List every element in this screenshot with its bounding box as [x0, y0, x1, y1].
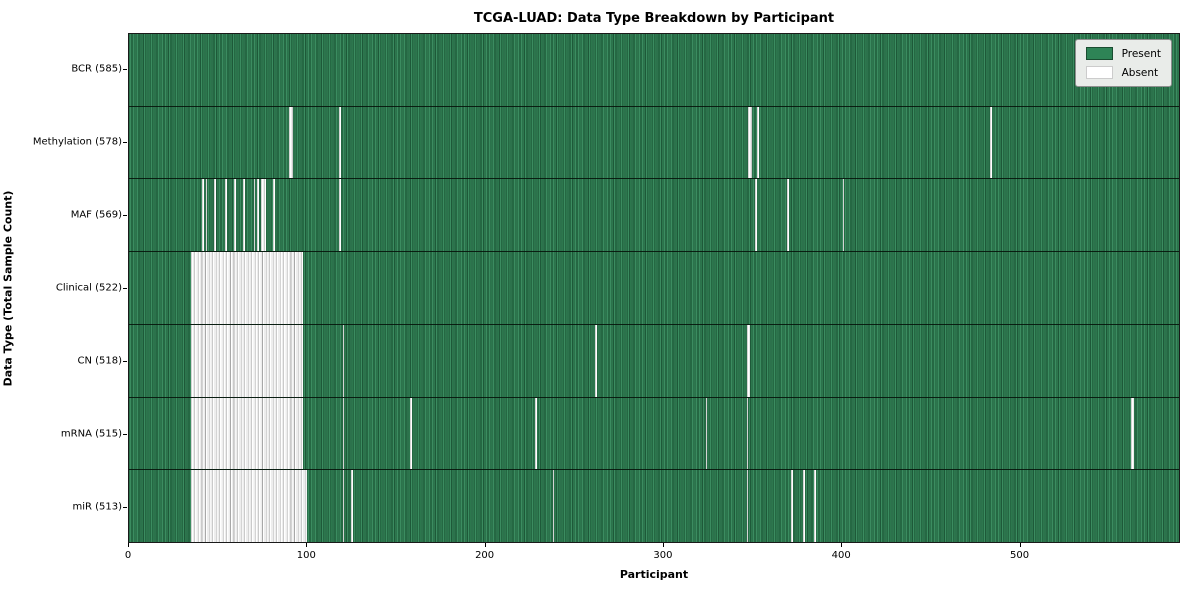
- y-tick-mark: [123, 69, 127, 71]
- absent-segment: [814, 470, 816, 543]
- absent-segment: [234, 179, 236, 252]
- y-tick-label-maf: MAF (569): [70, 209, 122, 221]
- absent-segment: [242, 179, 245, 252]
- heatmap-row-maf: [129, 178, 1179, 252]
- y-tick-label-methylation: Methylation (578): [32, 136, 122, 148]
- chart-title: TCGA-LUAD: Data Type Breakdown by Partic…: [473, 11, 835, 26]
- y-tick-mark: [123, 215, 127, 217]
- absent-segment: [787, 179, 790, 252]
- heatmap-row-cn: [129, 323, 1179, 397]
- legend-item-present: Present: [1085, 47, 1161, 60]
- absent-segment: [705, 397, 708, 470]
- x-tick-mark: [662, 543, 664, 547]
- heatmap-row-mrna: [129, 396, 1179, 470]
- absent-segment: [191, 324, 304, 397]
- absent-segment: [748, 106, 752, 179]
- x-axis-title: Participant: [619, 568, 689, 581]
- legend-item-absent: Absent: [1085, 66, 1161, 79]
- absent-segment: [757, 106, 759, 179]
- absent-segment: [191, 252, 304, 324]
- absent-segment: [342, 397, 345, 470]
- y-tick-label-cn: CN (518): [77, 355, 122, 367]
- legend-swatch-absent: [1085, 66, 1113, 79]
- absent-segment: [191, 470, 307, 543]
- x-tick-label: 400: [831, 550, 851, 561]
- x-tick-label: 500: [1009, 550, 1030, 561]
- x-tick-label: 0: [124, 550, 132, 561]
- absent-segment: [552, 470, 555, 543]
- absent-segment: [201, 179, 204, 252]
- legend-label: Present: [1121, 47, 1161, 60]
- y-tick-label-clinical: Clinical (522): [55, 282, 122, 294]
- absent-segment: [273, 179, 275, 252]
- x-tick-mark: [1019, 543, 1021, 547]
- x-tick-mark: [128, 543, 129, 547]
- heatmap-row-bcr: [129, 34, 1179, 106]
- y-tick-mark: [123, 506, 127, 508]
- absent-segment: [534, 397, 537, 470]
- heatmap-row-mir: [129, 469, 1179, 543]
- absent-segment: [990, 106, 993, 179]
- absent-segment: [351, 470, 354, 543]
- y-axis-title: Data Type (Total Sample Count): [1, 190, 15, 387]
- x-tick-mark: [841, 543, 843, 547]
- absent-segment: [342, 324, 345, 397]
- absent-segment: [205, 179, 208, 252]
- absent-segment: [257, 179, 259, 252]
- legend-label: Absent: [1121, 66, 1159, 79]
- absent-segment: [746, 397, 749, 470]
- y-tick-label-mrna: mRNA (515): [60, 428, 122, 440]
- y-tick-mark: [123, 142, 127, 144]
- heatmap-row-clinical: [129, 251, 1179, 324]
- absent-segment: [410, 397, 412, 470]
- legend-swatch-present: [1085, 47, 1113, 60]
- x-tick-label: 300: [653, 550, 673, 561]
- absent-segment: [225, 179, 227, 252]
- absent-segment: [214, 179, 217, 252]
- absent-segment: [791, 470, 793, 543]
- absent-segment: [755, 179, 758, 252]
- y-tick-mark: [123, 288, 127, 289]
- x-tick-label: 100: [296, 550, 316, 561]
- absent-segment: [746, 470, 749, 543]
- x-tick-mark: [484, 543, 486, 547]
- y-tick-mark: [123, 360, 127, 362]
- legend: Present Absent: [1074, 39, 1172, 87]
- y-tick-mark: [123, 433, 127, 435]
- x-tick-mark: [306, 543, 308, 547]
- absent-segment: [339, 106, 341, 179]
- x-tick-label: 200: [475, 550, 495, 561]
- absent-segment: [746, 324, 751, 397]
- absent-segment: [339, 179, 341, 252]
- absent-segment: [260, 179, 267, 252]
- plot-area: [128, 33, 1180, 543]
- y-tick-label-bcr: BCR (585): [71, 63, 122, 75]
- y-tick-label-mir: miR (513): [72, 501, 122, 513]
- absent-segment: [842, 179, 845, 252]
- absent-segment: [803, 470, 806, 543]
- absent-segment: [595, 324, 598, 397]
- absent-segment: [191, 397, 304, 470]
- absent-segment: [1130, 397, 1135, 470]
- heatmap-row-methylation: [129, 105, 1179, 179]
- absent-segment: [253, 179, 256, 252]
- absent-segment: [289, 106, 293, 179]
- absent-segment: [342, 470, 345, 543]
